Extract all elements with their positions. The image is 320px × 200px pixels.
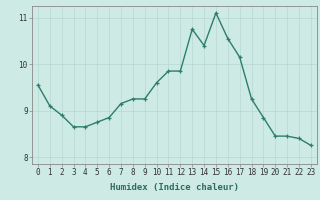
- X-axis label: Humidex (Indice chaleur): Humidex (Indice chaleur): [110, 183, 239, 192]
